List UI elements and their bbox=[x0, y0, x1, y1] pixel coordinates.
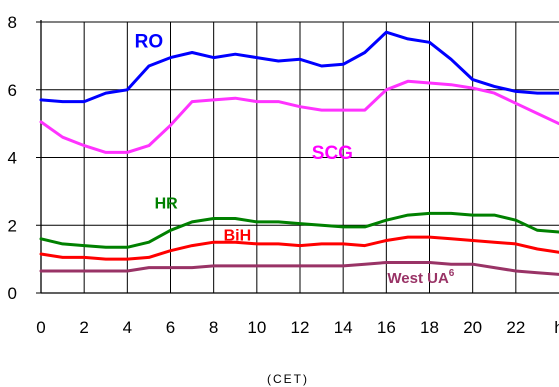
chart-series-labels: RO SCG HR BiH West UA6 bbox=[135, 31, 455, 286]
series-line-hr bbox=[39, 211, 559, 249]
y-tick-label: 0 bbox=[8, 284, 17, 303]
x-axis-label: (CET) bbox=[267, 372, 309, 386]
x-tick-label: 20 bbox=[463, 318, 482, 337]
x-tick-label: 10 bbox=[247, 318, 266, 337]
x-tick-label: 22 bbox=[506, 318, 525, 337]
y-tick-label: 8 bbox=[8, 13, 17, 32]
x-tick-label: 8 bbox=[209, 318, 218, 337]
chart-axes bbox=[36, 20, 559, 294]
x-tick-label: 16 bbox=[377, 318, 396, 337]
x-tick-label: h bbox=[554, 318, 559, 337]
series-label-superscript: 6 bbox=[449, 268, 455, 279]
x-tick-label: 14 bbox=[334, 318, 353, 337]
x-tick-label: 18 bbox=[420, 318, 439, 337]
series-label-ro: RO bbox=[135, 31, 164, 52]
x-tick-label: 6 bbox=[166, 318, 175, 337]
series-label-bih: BiH bbox=[224, 227, 252, 244]
series-line-ro bbox=[39, 30, 559, 104]
y-tick-label: 6 bbox=[8, 81, 17, 100]
series-label-scg: SCG bbox=[312, 143, 353, 164]
x-tick-label: 0 bbox=[36, 318, 45, 337]
series-line-bih bbox=[39, 235, 559, 261]
y-tick-label: 2 bbox=[8, 216, 17, 235]
series-line-west-ua bbox=[39, 261, 559, 276]
y-tick-label: 4 bbox=[8, 149, 17, 168]
x-tick-label: 12 bbox=[291, 318, 310, 337]
chart-series bbox=[39, 30, 559, 276]
x-tick-label: 4 bbox=[123, 318, 132, 337]
series-label-west-ua: West UA6 bbox=[387, 268, 454, 287]
chart-grid bbox=[41, 21, 559, 293]
chart-tick-labels: 0 2 4 6 8 10 12 14 16 18 20 22 h 0 2 4 6 8 bbox=[8, 13, 559, 337]
x-tick-label: 2 bbox=[79, 318, 88, 337]
series-label-hr: HR bbox=[155, 195, 179, 212]
series-line-scg bbox=[39, 79, 559, 154]
